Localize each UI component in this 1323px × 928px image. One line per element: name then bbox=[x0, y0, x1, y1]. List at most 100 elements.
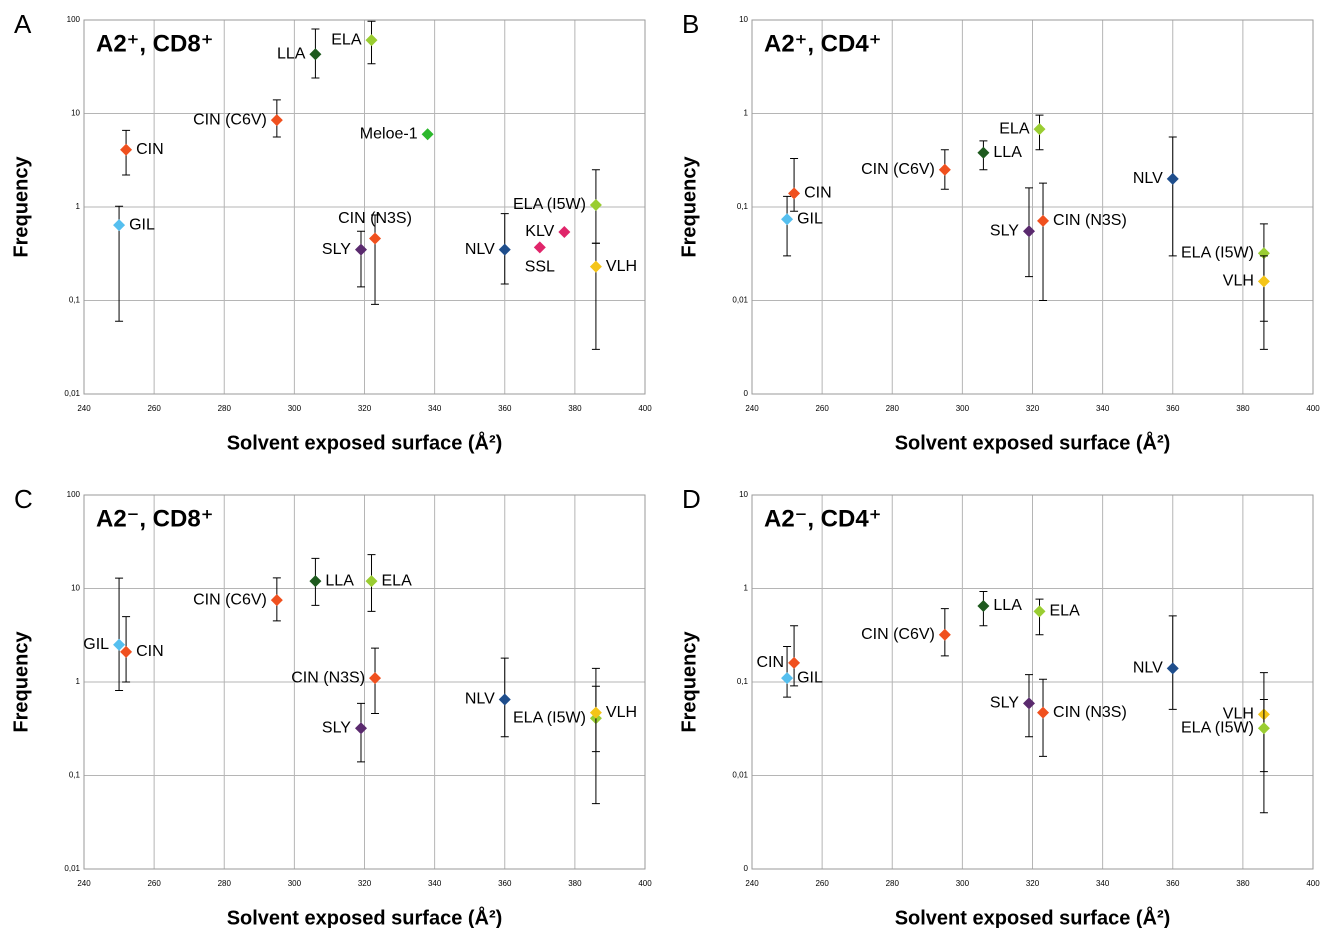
y-tick-label: 0,1 bbox=[737, 677, 749, 686]
point-label: Meloe-1 bbox=[360, 125, 418, 142]
point-label: ELA bbox=[999, 120, 1030, 137]
data-point bbox=[270, 114, 283, 127]
panel: C 240 260 280 300 320 340 360 380 400 0,01 0,1 1 10 10… bbox=[10, 484, 652, 928]
data-point bbox=[1022, 225, 1035, 238]
x-tick-label: 240 bbox=[745, 404, 759, 413]
x-tick-label: 360 bbox=[1166, 879, 1180, 888]
data-point bbox=[788, 656, 801, 669]
point-label: CIN bbox=[804, 185, 832, 202]
error-bar bbox=[1259, 698, 1268, 814]
data-point bbox=[421, 128, 434, 141]
y-axis-label: Frequency bbox=[10, 156, 32, 258]
y-tick-label: 10 bbox=[739, 15, 748, 24]
error-bar bbox=[371, 214, 380, 305]
x-tick-label: 400 bbox=[638, 404, 652, 413]
point-label: CIN (C6V) bbox=[861, 626, 935, 643]
data-point bbox=[1166, 172, 1179, 185]
x-tick-label: 280 bbox=[218, 404, 232, 413]
plot-frame bbox=[83, 19, 646, 395]
point-label: CIN (N3S) bbox=[338, 210, 412, 227]
point-label: VLH bbox=[1223, 273, 1254, 290]
y-tick-label: 100 bbox=[67, 15, 81, 24]
point-label: ELA bbox=[331, 31, 362, 48]
data-point bbox=[120, 143, 133, 156]
data-point bbox=[113, 638, 126, 651]
data-point bbox=[589, 199, 602, 212]
x-tick-label: 380 bbox=[568, 879, 582, 888]
data-point bbox=[938, 628, 951, 641]
point-label: CIN (C6V) bbox=[193, 111, 267, 128]
point-label: ELA bbox=[1050, 603, 1081, 620]
data-point bbox=[1257, 275, 1270, 288]
y-tick-label: 0 bbox=[744, 389, 749, 398]
point-label: ELA (I5W) bbox=[1181, 719, 1254, 736]
panel: A 240 260 280 300 320 340 360 380 400 0,01 0,1 1 10 10… bbox=[10, 9, 652, 454]
point-label: CIN (C6V) bbox=[861, 161, 935, 178]
point-label: SSL bbox=[525, 259, 555, 276]
point-label: GIL bbox=[797, 210, 823, 227]
y-axis-label: Frequency bbox=[678, 631, 700, 733]
point-label: NLV bbox=[1133, 170, 1163, 187]
data-point bbox=[1257, 722, 1270, 735]
data-point bbox=[113, 219, 126, 232]
plot-frame bbox=[83, 494, 646, 870]
x-tick-label: 280 bbox=[886, 879, 900, 888]
point-label: CIN bbox=[136, 643, 164, 660]
x-tick-label: 360 bbox=[498, 404, 512, 413]
data-point bbox=[365, 34, 378, 47]
x-tick-label: 260 bbox=[815, 404, 829, 413]
point-label: LLA bbox=[325, 572, 354, 589]
point-label: CIN bbox=[757, 654, 785, 671]
data-point bbox=[788, 187, 801, 200]
error-bar bbox=[1039, 182, 1048, 301]
x-tick-label: 320 bbox=[1026, 404, 1040, 413]
error-bar bbox=[783, 645, 792, 698]
x-axis-label: Solvent exposed surface (Å²) bbox=[895, 430, 1171, 454]
error-bar bbox=[783, 195, 792, 257]
data-point bbox=[977, 599, 990, 612]
panel-label: C bbox=[14, 484, 33, 514]
data-point bbox=[120, 645, 133, 658]
plot-frame bbox=[751, 19, 1314, 395]
point-label: ELA (I5W) bbox=[1181, 244, 1254, 261]
y-axis-label: Frequency bbox=[678, 156, 700, 258]
point-label: KLV bbox=[525, 223, 554, 240]
x-tick-label: 260 bbox=[147, 879, 161, 888]
data-point bbox=[369, 672, 382, 685]
point-label: GIL bbox=[129, 216, 155, 233]
x-tick-label: 280 bbox=[886, 404, 900, 413]
x-tick-label: 260 bbox=[147, 404, 161, 413]
point-label: NLV bbox=[465, 691, 495, 708]
y-tick-label: 1 bbox=[744, 584, 749, 593]
point-label: VLH bbox=[1223, 706, 1254, 723]
panel: D 240 260 280 300 320 340 360 380 400 0 0,01 0,1 1 10 A… bbox=[678, 484, 1320, 928]
x-tick-label: 320 bbox=[358, 879, 372, 888]
x-tick-label: 340 bbox=[428, 404, 442, 413]
x-tick-label: 240 bbox=[77, 879, 91, 888]
y-tick-label: 1 bbox=[76, 677, 81, 686]
point-label: SLY bbox=[322, 241, 351, 258]
point-label: GIL bbox=[797, 669, 823, 686]
x-tick-label: 340 bbox=[428, 879, 442, 888]
x-tick-label: 240 bbox=[745, 879, 759, 888]
point-label: NLV bbox=[465, 241, 495, 258]
chart-title: A2⁺, CD8⁺ bbox=[96, 30, 213, 57]
data-point bbox=[1037, 214, 1050, 227]
panel-label: A bbox=[14, 9, 32, 39]
y-tick-label: 0,1 bbox=[69, 296, 81, 305]
point-label: ELA (I5W) bbox=[513, 196, 586, 213]
y-tick-label: 0,01 bbox=[64, 864, 80, 873]
error-bar bbox=[115, 577, 124, 692]
error-bar bbox=[1259, 255, 1268, 350]
data-point bbox=[589, 260, 602, 273]
x-tick-label: 360 bbox=[1166, 404, 1180, 413]
x-axis-label: Solvent exposed surface (Å²) bbox=[895, 905, 1171, 928]
y-tick-label: 10 bbox=[71, 109, 80, 118]
y-tick-label: 1 bbox=[744, 109, 749, 118]
data-point bbox=[365, 575, 378, 588]
y-tick-label: 1 bbox=[76, 202, 81, 211]
y-tick-label: 0,01 bbox=[732, 296, 748, 305]
x-axis-label: Solvent exposed surface (Å²) bbox=[227, 905, 503, 928]
